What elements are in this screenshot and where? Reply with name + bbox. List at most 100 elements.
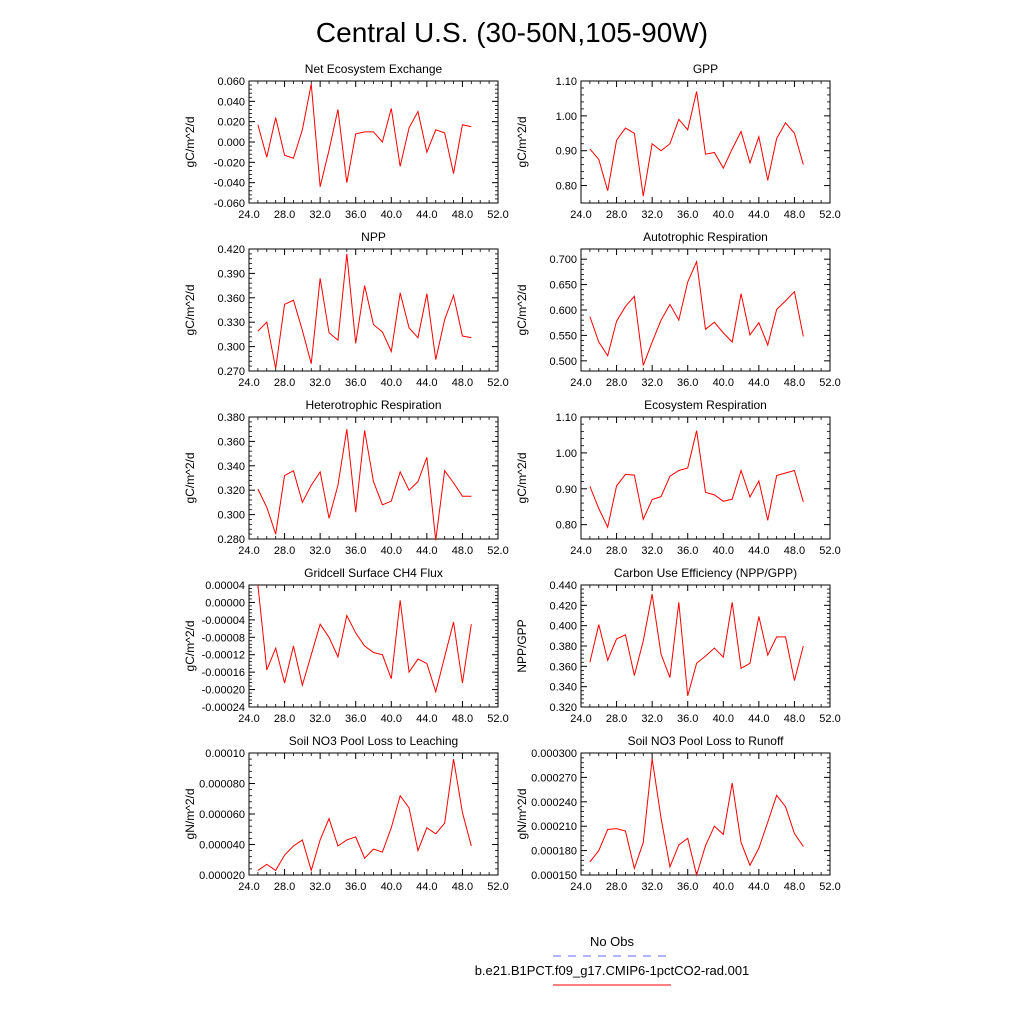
x-tick-label: 48.0 bbox=[784, 545, 805, 557]
x-tick-label: 48.0 bbox=[452, 713, 473, 725]
y-tick-label: 0.90 bbox=[556, 484, 577, 496]
panel: Autotrophic Respiration gC/m^2/d 24.0 28.0 3… bbox=[515, 230, 841, 389]
plot-frame bbox=[580, 752, 831, 876]
y-tick-label: 0.400 bbox=[549, 621, 577, 633]
plot-frame bbox=[248, 752, 499, 876]
x-tick-label: 24.0 bbox=[570, 377, 591, 389]
plot-frame bbox=[580, 584, 831, 708]
y-tick-label: -0.00020 bbox=[202, 685, 245, 697]
y-tick-label: 0.360 bbox=[217, 293, 245, 305]
x-tick-label: 28.0 bbox=[606, 545, 627, 557]
y-tick-label: 0.00010 bbox=[205, 748, 245, 760]
x-tick-label: 28.0 bbox=[606, 209, 627, 221]
x-tick-label: 40.0 bbox=[713, 377, 734, 389]
y-axis-label: gC/m^2/d bbox=[183, 453, 197, 504]
series-line bbox=[589, 91, 804, 197]
panel-title: Ecosystem Respiration bbox=[644, 398, 767, 412]
x-tick-label: 32.0 bbox=[309, 881, 330, 893]
x-tick-label: 44.0 bbox=[748, 713, 769, 725]
y-tick-label: 0.360 bbox=[549, 661, 577, 673]
x-tick-label: 24.0 bbox=[238, 881, 259, 893]
x-tick-label: 44.0 bbox=[748, 545, 769, 557]
y-tick-label: 0.420 bbox=[217, 244, 245, 256]
series-line bbox=[589, 594, 804, 696]
y-tick-label: 0.440 bbox=[549, 580, 577, 592]
x-tick-label: 52.0 bbox=[819, 209, 840, 221]
legend: No Obs b.e21.B1PCT.f09_g17.CMIP6-1pctCO2… bbox=[475, 934, 749, 986]
panel-title: GPP bbox=[693, 62, 718, 76]
x-tick-label: 32.0 bbox=[309, 545, 330, 557]
x-tick-label: 44.0 bbox=[416, 377, 437, 389]
x-tick-label: 52.0 bbox=[819, 881, 840, 893]
y-tick-label: 0.000210 bbox=[531, 821, 577, 833]
y-tick-label: 0.600 bbox=[549, 305, 577, 317]
x-tick-label: 48.0 bbox=[452, 545, 473, 557]
x-tick-label: 44.0 bbox=[748, 209, 769, 221]
series-line bbox=[257, 584, 472, 694]
y-tick-label: 0.80 bbox=[556, 520, 577, 532]
y-tick-label: 0.060 bbox=[217, 76, 245, 88]
y-tick-label: 0.280 bbox=[217, 534, 245, 546]
x-tick-label: 28.0 bbox=[274, 545, 295, 557]
x-tick-label: 36.0 bbox=[677, 713, 698, 725]
x-tick-label: 24.0 bbox=[570, 545, 591, 557]
series-line bbox=[257, 253, 472, 369]
x-tick-label: 52.0 bbox=[819, 545, 840, 557]
x-tick-label: 44.0 bbox=[416, 209, 437, 221]
panel: Gridcell Surface CH4 Flux gC/m^2/d 24.0 28.… bbox=[183, 566, 509, 725]
y-tick-label: 0.500 bbox=[549, 356, 577, 368]
panel: Soil NO3 Pool Loss to Runoff gN/m^2/d 24.0… bbox=[515, 734, 841, 893]
x-tick-label: 48.0 bbox=[784, 209, 805, 221]
y-tick-label: 0.000020 bbox=[199, 870, 245, 882]
y-tick-label: 0.000060 bbox=[199, 809, 245, 821]
panel-title: NPP bbox=[361, 230, 386, 244]
panel-title: Net Ecosystem Exchange bbox=[305, 62, 443, 76]
x-tick-label: 52.0 bbox=[487, 713, 508, 725]
plot-frame bbox=[248, 248, 499, 372]
plot-frame bbox=[580, 416, 831, 540]
x-tick-label: 28.0 bbox=[274, 713, 295, 725]
x-tick-label: 36.0 bbox=[345, 209, 366, 221]
x-tick-label: 48.0 bbox=[784, 713, 805, 725]
y-tick-label: -0.020 bbox=[214, 157, 245, 169]
x-tick-label: 48.0 bbox=[784, 881, 805, 893]
y-tick-label: 0.040 bbox=[217, 96, 245, 108]
panel-title: Carbon Use Efficiency (NPP/GPP) bbox=[614, 566, 797, 580]
x-tick-label: 32.0 bbox=[641, 209, 662, 221]
y-tick-label: 0.390 bbox=[217, 268, 245, 280]
y-tick-label: 0.000040 bbox=[199, 840, 245, 852]
y-tick-label: 0.300 bbox=[217, 342, 245, 354]
y-tick-label: 0.700 bbox=[549, 254, 577, 266]
y-axis-label: gN/m^2/d bbox=[515, 789, 529, 840]
x-tick-label: 32.0 bbox=[309, 209, 330, 221]
x-tick-label: 24.0 bbox=[570, 209, 591, 221]
y-axis-label: gC/m^2/d bbox=[183, 285, 197, 336]
x-tick-label: 44.0 bbox=[748, 377, 769, 389]
panel: GPP gC/m^2/d 24.0 28.0 32.0 36.0 40.0 44.0 48.0 5… bbox=[515, 62, 841, 221]
x-tick-label: 36.0 bbox=[677, 377, 698, 389]
panels-group: Net Ecosystem Exchange gC/m^2/d 24.0 28.0 32… bbox=[183, 62, 841, 893]
x-tick-label: 32.0 bbox=[641, 881, 662, 893]
y-tick-label: 0.340 bbox=[217, 461, 245, 473]
panel-title: Heterotrophic Respiration bbox=[305, 398, 441, 412]
series-line bbox=[589, 430, 804, 529]
series-line bbox=[589, 758, 804, 877]
y-tick-label: 0.320 bbox=[549, 702, 577, 714]
x-tick-label: 48.0 bbox=[452, 377, 473, 389]
y-tick-label: 0.380 bbox=[549, 641, 577, 653]
x-tick-label: 32.0 bbox=[309, 713, 330, 725]
y-tick-label: 0.020 bbox=[217, 117, 245, 129]
x-tick-label: 24.0 bbox=[570, 881, 591, 893]
x-tick-label: 36.0 bbox=[345, 713, 366, 725]
y-tick-label: 0.00000 bbox=[205, 597, 245, 609]
x-tick-label: 36.0 bbox=[677, 881, 698, 893]
y-tick-label: 0.00004 bbox=[205, 580, 245, 592]
y-tick-label: 0.550 bbox=[549, 330, 577, 342]
y-tick-label: -0.00012 bbox=[202, 650, 245, 662]
y-tick-label: -0.00016 bbox=[202, 667, 245, 679]
x-tick-label: 44.0 bbox=[416, 713, 437, 725]
x-tick-label: 24.0 bbox=[238, 377, 259, 389]
series-line bbox=[257, 83, 472, 187]
series-line bbox=[257, 759, 472, 873]
y-tick-label: 0.90 bbox=[556, 146, 577, 158]
